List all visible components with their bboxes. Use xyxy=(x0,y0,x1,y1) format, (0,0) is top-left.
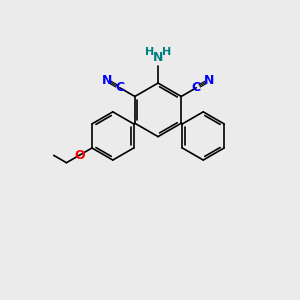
Text: O: O xyxy=(74,149,85,162)
Text: H: H xyxy=(162,47,171,57)
Text: N: N xyxy=(204,74,214,87)
Text: H: H xyxy=(145,47,154,57)
Text: N: N xyxy=(153,51,163,64)
Text: C: C xyxy=(115,81,124,94)
Text: C: C xyxy=(192,81,201,94)
Text: N: N xyxy=(102,74,112,87)
